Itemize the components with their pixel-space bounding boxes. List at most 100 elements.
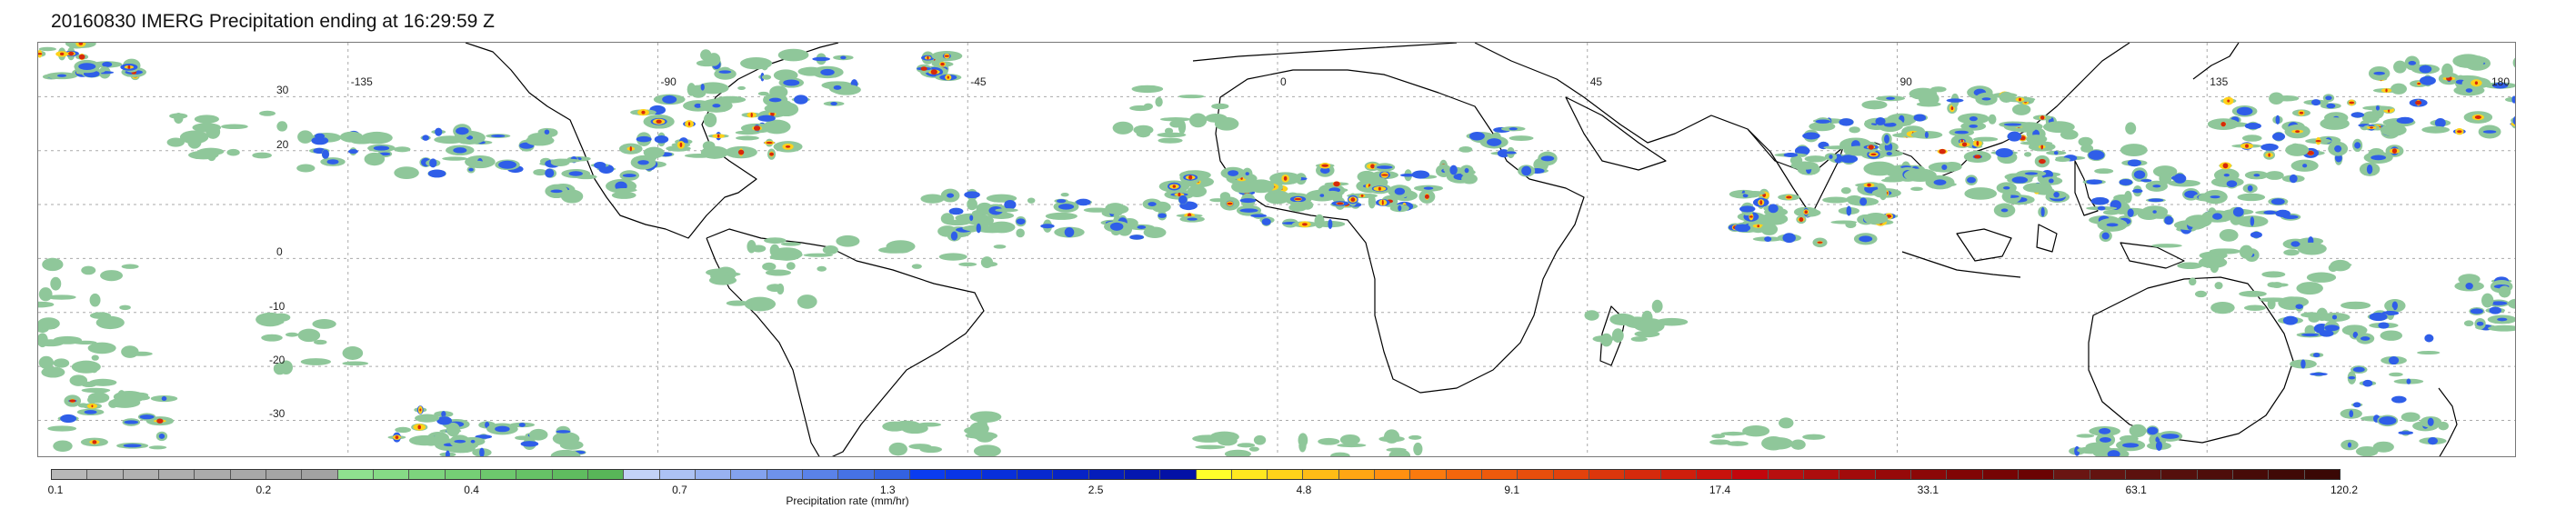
light-rain-cell (735, 135, 759, 141)
intense-rain-cell (944, 55, 949, 57)
light-rain-cell (1761, 435, 1786, 451)
light-rain-cell (836, 235, 860, 247)
light-rain-cell (1159, 117, 1191, 122)
moderate-rain-cell (1540, 155, 1555, 162)
intense-rain-cell (753, 125, 761, 131)
light-rain-cell (940, 213, 955, 225)
moderate-rain-cell (2011, 176, 2029, 184)
moderate-rain-cell (1328, 219, 1333, 229)
intense-rain-cell (2268, 153, 2270, 157)
colorbar-tick-label: 2.5 (1088, 484, 1104, 496)
moderate-rain-cell (1521, 165, 1532, 176)
light-rain-cell (41, 366, 65, 378)
moderate-rain-cell (1764, 236, 1772, 242)
intense-rain-cell (1950, 106, 1954, 111)
light-rain-cell (1630, 336, 1648, 342)
map-title: 20160830 IMERG Precipitation ending at 1… (51, 11, 495, 32)
light-rain-cell (767, 284, 784, 293)
moderate-rain-cell (456, 127, 469, 135)
light-rain-cell (2259, 297, 2289, 303)
intense-rain-cell (927, 55, 929, 60)
map-panel[interactable]: 30 20 0 -10 -20 -30 -135 -90 -45 0 45 90 135 180 (37, 42, 2516, 457)
colorbar-segment (731, 470, 767, 479)
moderate-rain-cell (2295, 304, 2303, 309)
light-rain-cell (1849, 126, 1860, 134)
light-rain-cell (2150, 244, 2182, 248)
light-rain-cell (958, 262, 977, 267)
intense-rain-cell (2385, 88, 2388, 93)
moderate-rain-cell (2100, 436, 2111, 443)
light-rain-cell (890, 246, 911, 254)
moderate-rain-cell (495, 425, 510, 433)
intense-rain-cell (1939, 148, 1946, 155)
longitude-label: 180 (2491, 75, 2511, 88)
intense-rain-cell (679, 142, 683, 147)
colorbar-segment (1804, 470, 1840, 479)
colorbar-segment (445, 470, 481, 479)
latitude-label: 0 (276, 245, 283, 259)
moderate-rain-cell (1178, 195, 1188, 205)
moderate-rain-cell (441, 411, 446, 418)
light-rain-cell (1105, 203, 1126, 215)
light-rain-cell (747, 240, 757, 254)
light-rain-cell (2285, 144, 2310, 156)
intense-rain-cell (1337, 202, 1344, 205)
moderate-rain-cell (1886, 151, 1892, 155)
intense-rain-cell (1378, 186, 1381, 191)
light-rain-cell (129, 351, 153, 356)
moderate-rain-cell (2140, 179, 2152, 183)
moderate-rain-cell (2164, 215, 2173, 225)
light-rain-cell (763, 119, 791, 135)
light-rain-cell (526, 135, 555, 146)
moderate-rain-cell (2490, 301, 2508, 305)
light-rain-cell (560, 189, 584, 204)
light-rain-cell (757, 91, 769, 96)
light-rain-cell (1155, 96, 1163, 107)
intense-rain-cell (417, 424, 422, 430)
light-rain-cell (2119, 434, 2139, 443)
light-rain-cell (1651, 299, 1663, 314)
light-rain-cell (1863, 161, 1897, 176)
light-rain-cell (797, 294, 817, 309)
moderate-rain-cell (1884, 134, 1889, 145)
moderate-rain-cell (2352, 331, 2359, 338)
moderate-rain-cell (2127, 159, 2141, 167)
light-rain-cell (2241, 135, 2262, 142)
moderate-rain-cell (2106, 223, 2119, 227)
moderate-rain-cell (2152, 210, 2157, 214)
moderate-rain-cell (964, 191, 980, 199)
moderate-rain-cell (518, 423, 526, 427)
moderate-rain-cell (2210, 195, 2220, 199)
moderate-rain-cell (1261, 218, 1271, 225)
moderate-rain-cell (2465, 283, 2473, 290)
moderate-rain-cell (2302, 164, 2308, 168)
moderate-rain-cell (2053, 151, 2059, 155)
moderate-rain-cell (427, 169, 446, 178)
light-rain-cell (1863, 213, 1889, 225)
light-rain-cell (2085, 442, 2110, 452)
moderate-rain-cell (1137, 225, 1147, 229)
colorbar-segment (516, 470, 553, 479)
light-rain-cell (1131, 85, 1164, 94)
light-rain-cell (1323, 190, 1341, 200)
moderate-rain-cell (2391, 395, 2407, 404)
moderate-rain-cell (1505, 151, 1517, 155)
moderate-rain-cell (1941, 164, 1948, 170)
north-america-coast (465, 43, 839, 239)
colorbar-segment (624, 470, 660, 479)
moderate-rain-cell (2350, 112, 2365, 118)
moderate-rain-cell (466, 135, 474, 140)
moderate-rain-cell (1802, 132, 1820, 140)
longitude-label: 135 (2210, 75, 2229, 88)
colorbar-segment (266, 470, 303, 479)
intense-rain-cell (2349, 101, 2355, 105)
colorbar-segment (2269, 470, 2305, 479)
light-rain-cell (1386, 447, 1407, 453)
moderate-rain-cell (1394, 187, 1405, 195)
light-rain-cell (1711, 434, 1726, 439)
intense-rain-cell (2245, 144, 2249, 148)
moderate-rain-cell (1398, 205, 1402, 212)
moderate-rain-cell (950, 231, 958, 241)
light-rain-cell (42, 257, 64, 272)
moderate-rain-cell (948, 207, 964, 215)
